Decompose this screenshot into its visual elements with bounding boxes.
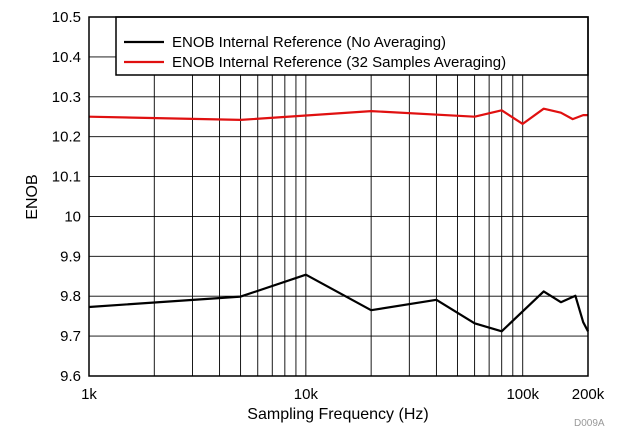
- series-layer: [88, 107, 589, 333]
- x-tick-label: 200k: [572, 386, 605, 403]
- y-tick-label: 9.7: [60, 328, 81, 345]
- tick-labels: 9.6 9.7 9.8 9.9 10 10.1 10.2 10.3 10.4 10.5 1k 10k 1…: [52, 9, 605, 403]
- legend-label-32-samples: ENOB Internal Reference (32 Samples Aver…: [172, 54, 506, 71]
- series-line-32-samples-averaging: [88, 107, 588, 126]
- x-tick-label: 100k: [506, 386, 539, 403]
- chart-grid: [88, 16, 589, 377]
- y-tick-label: 10.5: [52, 9, 81, 26]
- series-line-no-averaging: [88, 273, 589, 333]
- y-tick-label: 9.8: [60, 288, 81, 305]
- legend-label-no-averaging: ENOB Internal Reference (No Averaging): [172, 34, 446, 51]
- y-tick-label: 9.6: [60, 368, 81, 385]
- y-axis-title: ENOB: [24, 174, 41, 219]
- plot-frame: [88, 16, 589, 377]
- x-tick-label: 10k: [294, 386, 319, 403]
- x-tick-label: 1k: [81, 386, 97, 403]
- y-tick-label: 9.9: [60, 248, 81, 265]
- figure-code: D009A: [574, 418, 605, 427]
- legend: ENOB Internal Reference (No Averaging) E…: [115, 16, 589, 76]
- y-tick-label: 10.3: [52, 89, 81, 106]
- y-tick-label: 10.2: [52, 129, 81, 146]
- x-axis-title: Sampling Frequency (Hz): [247, 406, 428, 423]
- y-tick-label: 10.4: [52, 49, 81, 66]
- y-tick-label: 10.1: [52, 169, 81, 186]
- y-tick-label: 10: [64, 208, 81, 225]
- legend-box: [115, 16, 589, 76]
